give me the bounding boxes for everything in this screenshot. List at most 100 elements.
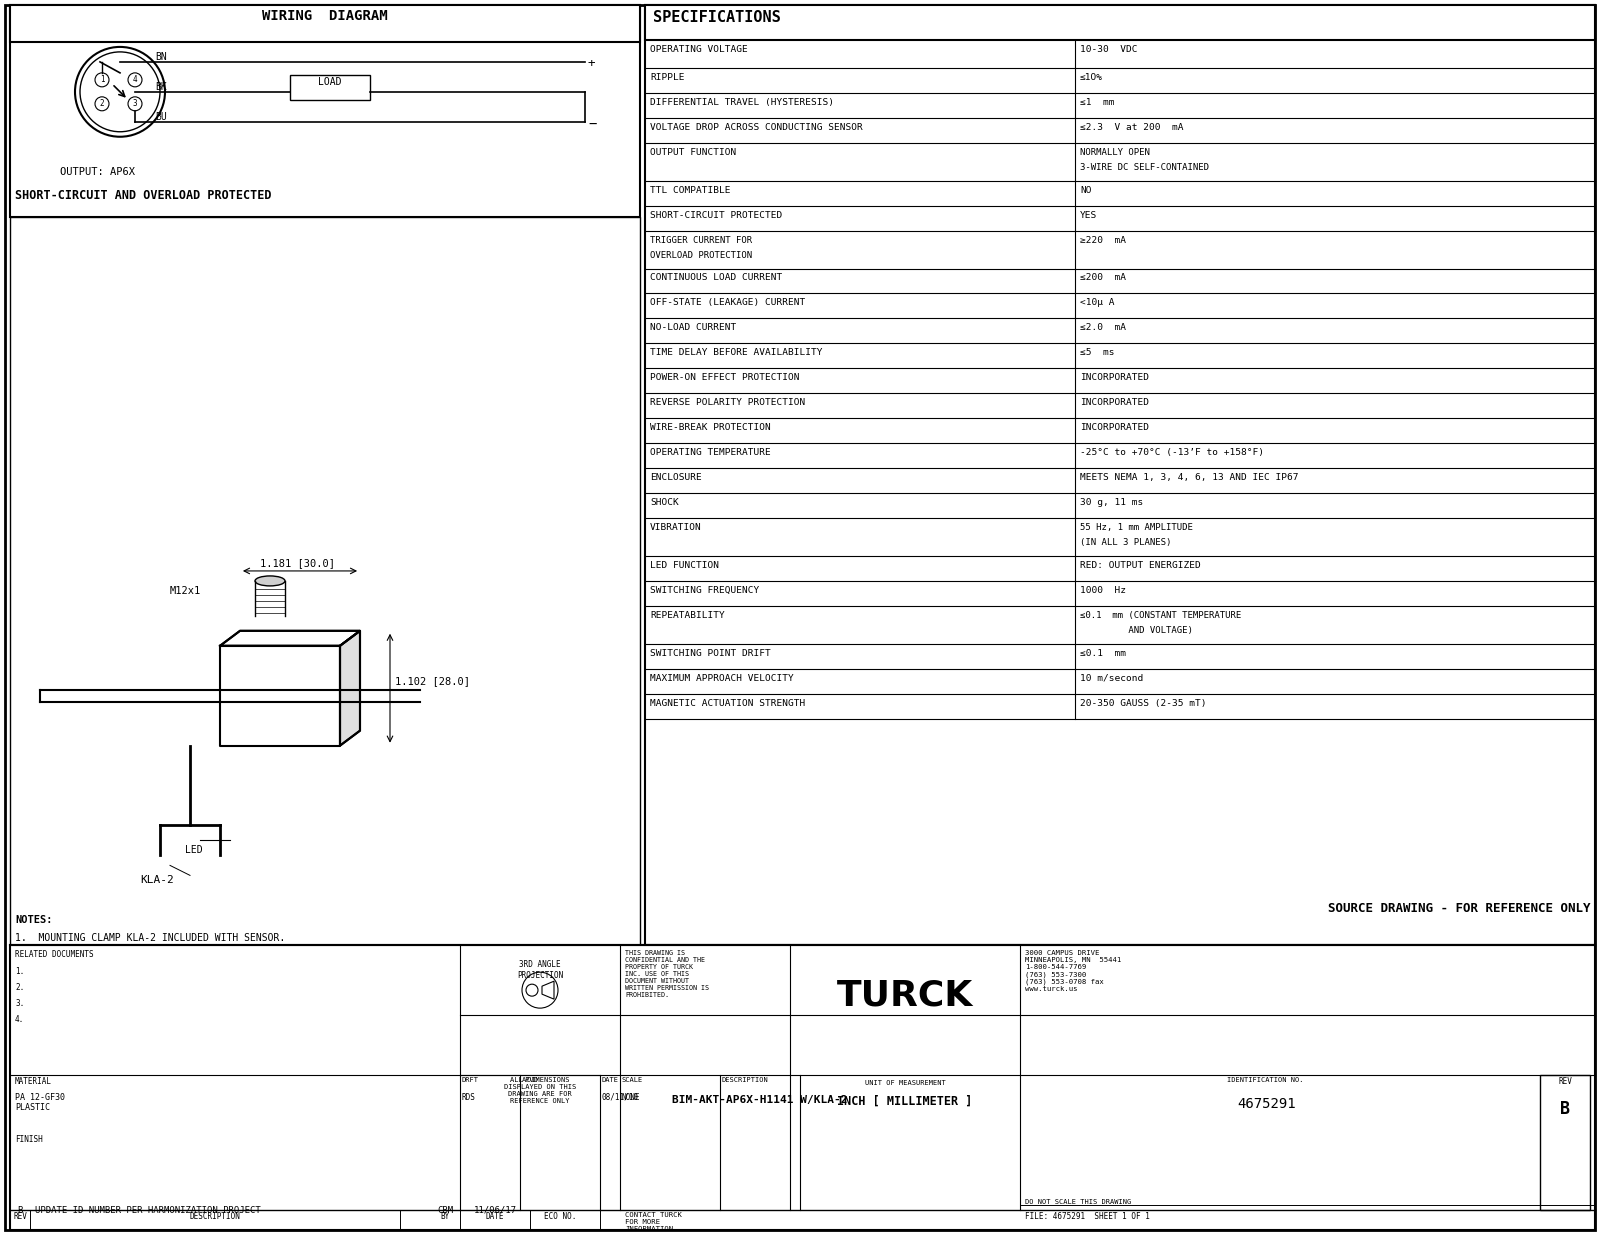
Text: ≤0.1  mm: ≤0.1 mm — [1080, 648, 1126, 658]
Text: REPEATABILITY: REPEATABILITY — [650, 611, 725, 620]
Text: 1000  Hz: 1000 Hz — [1080, 586, 1126, 595]
Text: NO: NO — [1080, 186, 1091, 194]
Text: UPDATE ID NUMBER PER HARMONIZATION PROJECT: UPDATE ID NUMBER PER HARMONIZATION PROJE… — [35, 1206, 261, 1215]
Circle shape — [80, 52, 160, 132]
Text: BK: BK — [155, 82, 166, 92]
Text: ≤1  mm: ≤1 mm — [1080, 98, 1115, 106]
Text: B: B — [18, 1206, 22, 1215]
Text: DATE: DATE — [602, 1077, 619, 1084]
Text: 30 g, 11 ms: 30 g, 11 ms — [1080, 499, 1144, 507]
Text: YES: YES — [1080, 210, 1098, 220]
Text: INCORPORATED: INCORPORATED — [1080, 398, 1149, 407]
Text: NORMALLY OPEN: NORMALLY OPEN — [1080, 147, 1150, 157]
Text: RDS: RDS — [462, 1094, 475, 1102]
Bar — [10, 5, 640, 42]
Text: REV: REV — [13, 1212, 27, 1221]
Text: LED: LED — [186, 845, 203, 856]
Text: IDENTIFICATION NO.: IDENTIFICATION NO. — [1227, 1077, 1304, 1084]
Text: UNIT OF MEASUREMENT: UNIT OF MEASUREMENT — [864, 1080, 946, 1086]
Text: APVD: APVD — [522, 1077, 539, 1084]
Text: PA 12-GF30
PLASTIC: PA 12-GF30 PLASTIC — [14, 1094, 66, 1112]
Text: OVERLOAD PROTECTION: OVERLOAD PROTECTION — [650, 251, 752, 260]
Text: <10μ A: <10μ A — [1080, 298, 1115, 308]
Text: BY: BY — [440, 1212, 450, 1221]
Text: CONTACT TURCK
FOR MORE
INFORMATION: CONTACT TURCK FOR MORE INFORMATION — [626, 1212, 682, 1232]
Text: LOAD: LOAD — [318, 77, 342, 87]
Text: (IN ALL 3 PLANES): (IN ALL 3 PLANES) — [1080, 538, 1171, 547]
Text: DO NOT SCALE THIS DRAWING: DO NOT SCALE THIS DRAWING — [1026, 1199, 1131, 1205]
Text: 4.: 4. — [14, 1016, 24, 1024]
Text: 4675291: 4675291 — [1238, 1097, 1296, 1111]
Text: MEETS NEMA 1, 3, 4, 6, 13 AND IEC IP67: MEETS NEMA 1, 3, 4, 6, 13 AND IEC IP67 — [1080, 473, 1299, 482]
Text: 3.: 3. — [14, 999, 24, 1008]
Text: ≥220  mA: ≥220 mA — [1080, 235, 1126, 245]
Text: MAGNETIC ACTUATION STRENGTH: MAGNETIC ACTUATION STRENGTH — [650, 699, 805, 708]
Text: RIPPLE: RIPPLE — [650, 73, 685, 82]
Text: WIRING  DIAGRAM: WIRING DIAGRAM — [262, 9, 387, 24]
Bar — [645, 5, 1595, 945]
Text: RELATED DOCUMENTS: RELATED DOCUMENTS — [14, 950, 94, 959]
Text: OFF-STATE (LEAKAGE) CURRENT: OFF-STATE (LEAKAGE) CURRENT — [650, 298, 805, 308]
Text: TTL COMPATIBLE: TTL COMPATIBLE — [650, 186, 731, 194]
Text: DESCRIPTION: DESCRIPTION — [189, 1212, 240, 1221]
Text: WIRE-BREAK PROTECTION: WIRE-BREAK PROTECTION — [650, 423, 771, 432]
Text: -25°C to +70°C (-13’F to +158°F): -25°C to +70°C (-13’F to +158°F) — [1080, 448, 1264, 458]
Text: MAXIMUM APPROACH VELOCITY: MAXIMUM APPROACH VELOCITY — [650, 674, 794, 683]
Text: INCORPORATED: INCORPORATED — [1080, 423, 1149, 432]
Circle shape — [522, 972, 558, 1008]
Text: 2: 2 — [99, 99, 104, 109]
Ellipse shape — [254, 576, 285, 586]
Text: ECO NO.: ECO NO. — [544, 1212, 576, 1221]
Bar — [10, 945, 1595, 1230]
Text: SHOCK: SHOCK — [650, 499, 678, 507]
Text: CBM: CBM — [437, 1206, 453, 1215]
Text: TURCK: TURCK — [837, 978, 973, 1012]
Bar — [10, 216, 640, 945]
Text: 3-WIRE DC SELF-CONTAINED: 3-WIRE DC SELF-CONTAINED — [1080, 163, 1210, 172]
Text: ALL DIMENSIONS
DISPLAYED ON THIS
DRAWING ARE FOR
REFERENCE ONLY: ALL DIMENSIONS DISPLAYED ON THIS DRAWING… — [504, 1077, 576, 1103]
Text: TRIGGER CURRENT FOR: TRIGGER CURRENT FOR — [650, 235, 752, 245]
Text: 3000 CAMPUS DRIVE
MINNEAPOLIS, MN  55441
1-800-544-7769
(763) 553-7300
(763) 553: 3000 CAMPUS DRIVE MINNEAPOLIS, MN 55441 … — [1026, 950, 1122, 992]
Bar — [290, 75, 370, 100]
Text: 10 m/second: 10 m/second — [1080, 674, 1144, 683]
Text: SHORT-CIRCUIT AND OVERLOAD PROTECTED: SHORT-CIRCUIT AND OVERLOAD PROTECTED — [14, 189, 272, 202]
Text: POWER-ON EFFECT PROTECTION: POWER-ON EFFECT PROTECTION — [650, 374, 800, 382]
Text: 4: 4 — [133, 75, 138, 84]
Text: ≤2.0  mA: ≤2.0 mA — [1080, 323, 1126, 333]
Text: DATE: DATE — [486, 1212, 504, 1221]
Text: +: + — [589, 57, 595, 71]
Text: RED: OUTPUT ENERGIZED: RED: OUTPUT ENERGIZED — [1080, 560, 1200, 570]
Text: −: − — [589, 116, 597, 131]
Text: NOTES:: NOTES: — [14, 915, 53, 925]
Text: INCH [ MILLIMETER ]: INCH [ MILLIMETER ] — [837, 1095, 973, 1108]
Text: OUTPUT: AP6X: OUTPUT: AP6X — [61, 167, 134, 177]
Text: BN: BN — [155, 52, 166, 62]
Text: KLA-2: KLA-2 — [141, 876, 174, 886]
Text: OPERATING TEMPERATURE: OPERATING TEMPERATURE — [650, 448, 771, 458]
Bar — [10, 5, 640, 216]
Text: THIS DRAWING IS
CONFIDENTIAL AND THE
PROPERTY OF TURCK
INC. USE OF THIS
DOCUMENT: THIS DRAWING IS CONFIDENTIAL AND THE PRO… — [626, 950, 709, 998]
Text: VOLTAGE DROP ACROSS CONDUCTING SENSOR: VOLTAGE DROP ACROSS CONDUCTING SENSOR — [650, 122, 862, 132]
Text: ≤0.1  mm (CONSTANT TEMPERATURE: ≤0.1 mm (CONSTANT TEMPERATURE — [1080, 611, 1242, 620]
Text: NO-LOAD CURRENT: NO-LOAD CURRENT — [650, 323, 736, 333]
Text: BU: BU — [155, 111, 166, 121]
Bar — [645, 5, 1595, 40]
Text: MATERIAL: MATERIAL — [14, 1077, 51, 1086]
Circle shape — [94, 96, 109, 111]
Text: 1.  MOUNTING CLAMP KLA-2 INCLUDED WITH SENSOR.: 1. MOUNTING CLAMP KLA-2 INCLUDED WITH SE… — [14, 933, 285, 944]
Text: SHORT-CIRCUIT PROTECTED: SHORT-CIRCUIT PROTECTED — [650, 210, 782, 220]
Text: OUTPUT FUNCTION: OUTPUT FUNCTION — [650, 147, 736, 157]
Circle shape — [128, 73, 142, 87]
Text: 1.102 [28.0]: 1.102 [28.0] — [395, 675, 470, 685]
Polygon shape — [339, 631, 360, 746]
Text: SPECIFICATIONS: SPECIFICATIONS — [653, 10, 781, 25]
Text: ≤1O%: ≤1O% — [1080, 73, 1102, 82]
Text: 1.: 1. — [14, 967, 24, 976]
Text: ≤2.3  V at 200  mA: ≤2.3 V at 200 mA — [1080, 122, 1184, 132]
Polygon shape — [221, 631, 360, 646]
Text: DESCRIPTION: DESCRIPTION — [722, 1077, 768, 1084]
Text: CONTINUOUS LOAD CURRENT: CONTINUOUS LOAD CURRENT — [650, 273, 782, 282]
Text: FILE: 4675291  SHEET 1 OF 1: FILE: 4675291 SHEET 1 OF 1 — [1026, 1212, 1150, 1221]
Text: DRFT: DRFT — [462, 1077, 478, 1084]
Text: 3: 3 — [133, 99, 138, 109]
